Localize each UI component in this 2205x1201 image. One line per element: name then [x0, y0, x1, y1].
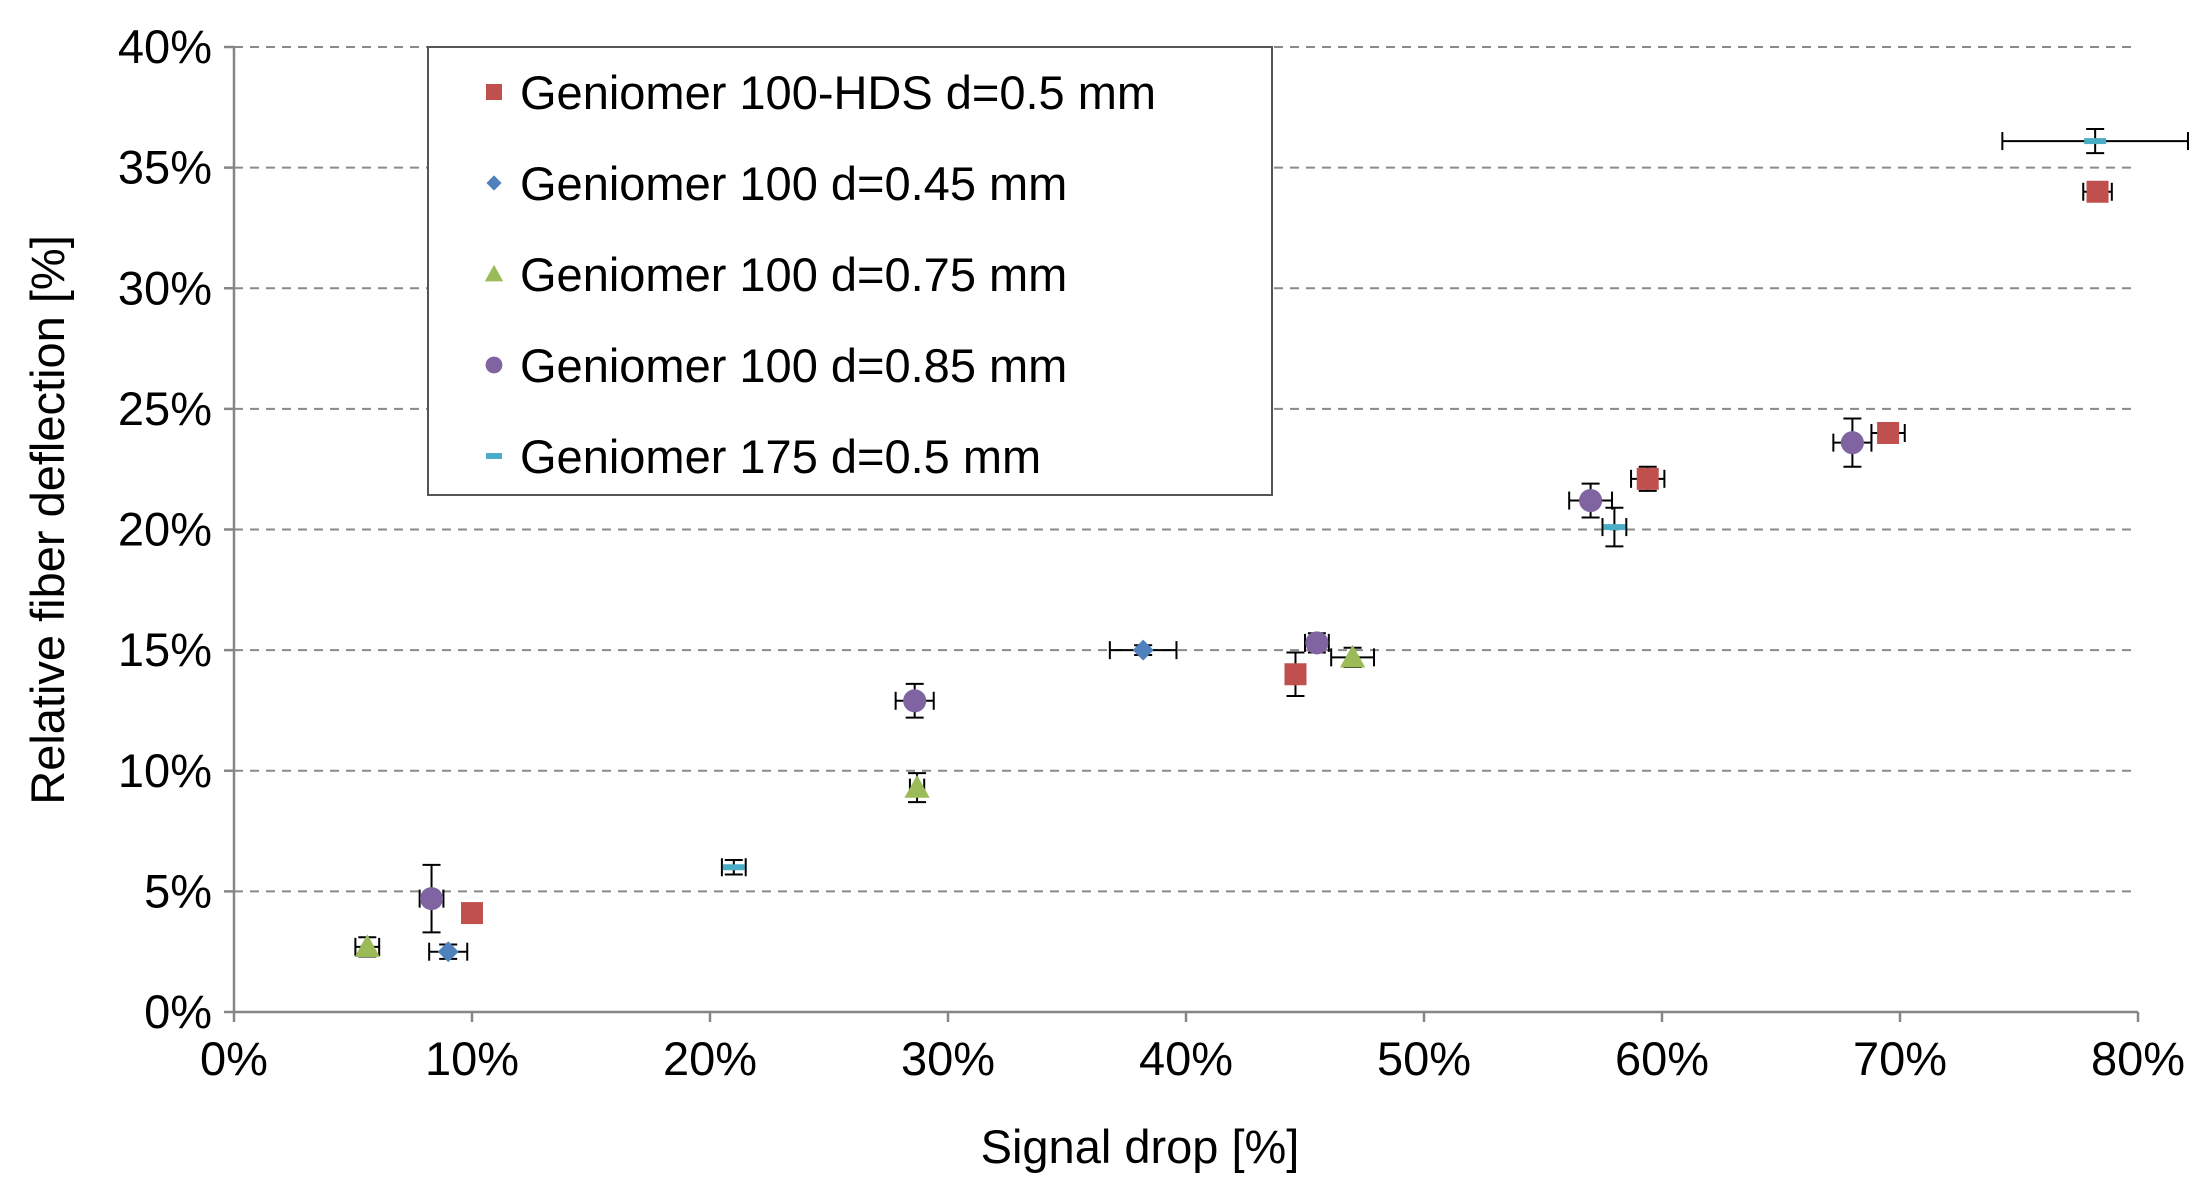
data-point-s0-p3 — [1877, 422, 1900, 444]
y-tick-label-8: 40% — [118, 20, 212, 73]
y-tick-label-0: 0% — [144, 985, 212, 1038]
x-tick-label-1: 10% — [425, 1032, 519, 1085]
x-tick-label-0: 0% — [200, 1032, 268, 1085]
y-axis-label: Relative fiber deflection [%] — [21, 235, 74, 805]
legend-marker-4 — [486, 453, 502, 459]
x-tick-label-8: 80% — [2091, 1032, 2185, 1085]
tick-labels: 0% 10% 20% 30% 40% 50% 60% 70% 80% 0% 5% 10% 15% 20% 2… — [118, 20, 2185, 1085]
data-point-s0-p2 — [1636, 467, 1659, 490]
x-tick-label-6: 60% — [1615, 1032, 1709, 1085]
data-points — [354, 138, 2109, 963]
data-point-s3-p3 — [1579, 489, 1603, 513]
x-tick-label-3: 30% — [901, 1032, 995, 1085]
y-tick-label-3: 15% — [118, 623, 212, 676]
data-point-s1-p1 — [1132, 639, 1154, 661]
y-tick-label-4: 20% — [118, 503, 212, 556]
x-tick-label-5: 50% — [1377, 1032, 1471, 1085]
legend-label-4: Geniomer 175 d=0.5 mm — [520, 430, 1041, 483]
legend-box — [427, 46, 1273, 496]
data-point-s0-p4 — [2086, 180, 2109, 203]
x-axis-label: Signal drop [%] — [981, 1120, 1300, 1173]
data-point-s0-p0 — [461, 902, 483, 925]
legend-marker-0 — [486, 84, 502, 100]
data-point-s4-p1 — [1603, 524, 1626, 531]
x-tick-label-2: 20% — [663, 1032, 757, 1085]
data-point-s1-p0 — [437, 941, 459, 963]
y-tick-label-1: 5% — [144, 864, 212, 917]
legend-label-1: Geniomer 100 d=0.45 mm — [520, 157, 1067, 210]
y-tick-label-5: 25% — [118, 382, 212, 435]
data-point-s2-p0 — [354, 934, 380, 957]
y-tick-label-7: 35% — [118, 141, 212, 194]
legend-label-0: Geniomer 100-HDS d=0.5 mm — [520, 66, 1156, 119]
data-point-s4-p2 — [2084, 138, 2107, 145]
y-tick-label-6: 30% — [118, 261, 212, 314]
legend-marker-2 — [484, 264, 504, 282]
data-point-s2-p1 — [904, 774, 930, 798]
y-tick-label-2: 10% — [118, 744, 212, 797]
data-point-s3-p1 — [903, 689, 927, 713]
x-tick-label-7: 70% — [1853, 1032, 1947, 1085]
legend-label-3: Geniomer 100 d=0.85 mm — [520, 339, 1067, 392]
data-point-s3-p4 — [1840, 431, 1864, 455]
data-point-s4-p0 — [722, 864, 745, 871]
legend: Geniomer 100-HDS d=0.5 mm Geniomer 100 d=… — [427, 46, 1273, 496]
data-point-s0-p1 — [1284, 663, 1307, 686]
data-point-s3-p0 — [419, 887, 444, 911]
data-point-s3-p2 — [1305, 631, 1329, 655]
x-tick-label-4: 40% — [1139, 1032, 1233, 1085]
legend-marker-3 — [485, 356, 503, 374]
legend-label-2: Geniomer 100 d=0.75 mm — [520, 248, 1067, 301]
axes — [224, 45, 2140, 1022]
data-point-s2-p2 — [1339, 644, 1366, 668]
legend-marker-1 — [486, 175, 502, 191]
